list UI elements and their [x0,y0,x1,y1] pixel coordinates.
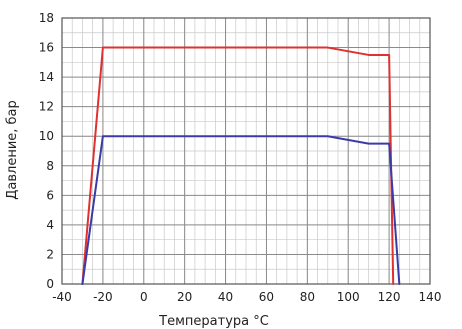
x-tick-label: 120 [378,290,401,304]
series-layer [81,46,401,285]
y-tick-label: 18 [39,11,54,25]
series-line-2 [81,135,401,285]
series-line-1 [81,46,395,285]
y-tick-label: 8 [46,159,54,173]
x-tick-labels: -40 -20 0 20 40 60 80 100 120 140 [52,290,441,304]
y-tick-label: 4 [46,218,54,232]
x-tick-label: 80 [300,290,315,304]
y-axis-label: Давление, бар [5,100,20,200]
x-tick-label: 100 [337,290,360,304]
plot-area-border [61,17,431,285]
y-tick-label: 10 [39,129,54,143]
x-tick-label: 20 [177,290,192,304]
y-tick-label: 6 [46,188,54,202]
x-tick-label: 0 [140,290,148,304]
x-tick-label: -20 [93,290,113,304]
x-tick-label: 140 [419,290,442,304]
x-axis-label: Температура °C [158,314,269,329]
x-tick-label: -40 [52,290,72,304]
plot-frame [61,17,431,285]
y-tick-label: 16 [39,41,54,55]
y-tick-label: 0 [46,277,54,291]
y-tick-label: 2 [46,247,54,261]
y-tick-label: 14 [39,70,54,84]
x-tick-label: 60 [259,290,274,304]
y-tick-labels: 0 2 4 6 8 10 12 14 16 18 [39,11,54,291]
y-tick-label: 12 [39,100,54,114]
x-tick-label: 40 [218,290,233,304]
